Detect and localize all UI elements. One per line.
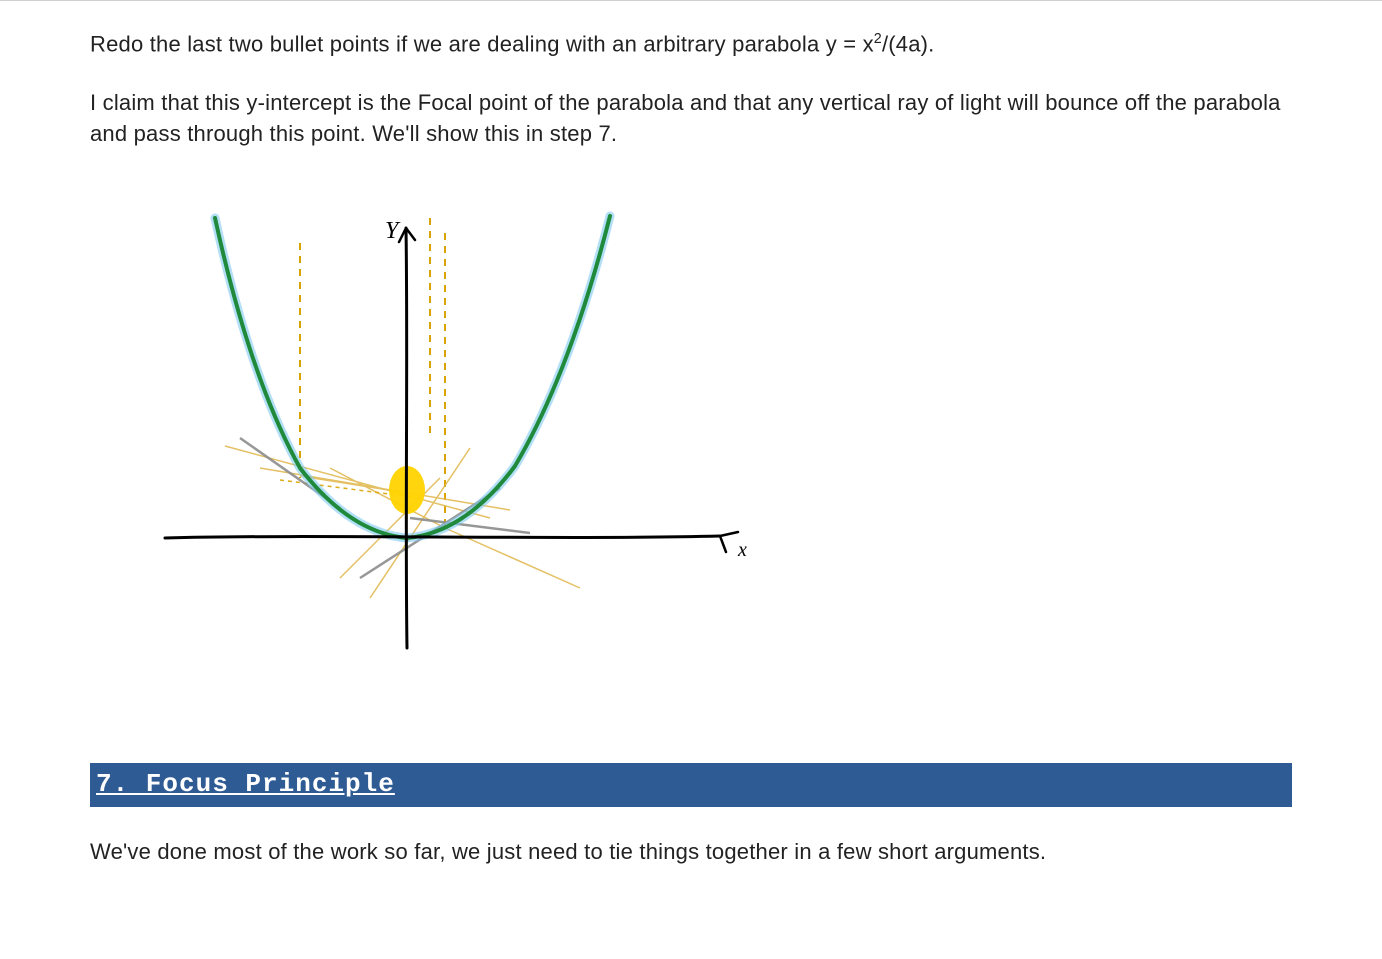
document-page: Redo the last two bullet points if we ar…	[0, 0, 1382, 959]
paragraph-1: Redo the last two bullet points if we ar…	[90, 29, 1292, 60]
exponent-2: 2	[874, 31, 882, 47]
parabola-svg: Y x	[110, 178, 750, 678]
paragraph-3: We've done most of the work so far, we j…	[90, 837, 1292, 868]
paragraph-2: I claim that this y-intercept is the Foc…	[90, 88, 1292, 150]
tangent-lines	[240, 438, 530, 578]
paragraph-1-pre: Redo the last two bullet points if we ar…	[90, 31, 874, 56]
section-heading-text: 7. Focus Principle	[96, 769, 395, 799]
paragraph-1-post: /(4a).	[882, 31, 935, 56]
x-axis-label: x	[737, 539, 747, 561]
parabola-figure: Y x	[110, 178, 1292, 683]
section-heading-bar: 7. Focus Principle	[90, 763, 1292, 807]
axes	[165, 228, 738, 648]
